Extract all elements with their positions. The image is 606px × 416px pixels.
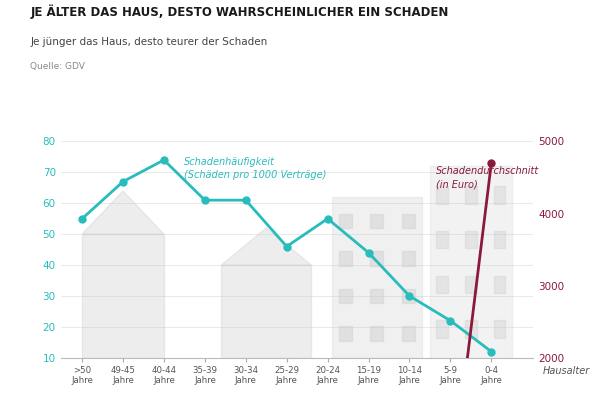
Bar [494,231,505,248]
Bar [370,289,383,303]
Bar [494,186,505,203]
Bar [436,276,448,293]
Text: JE ÄLTER DAS HAUS, DESTO WAHRSCHEINLICHER EIN SCHADEN: JE ÄLTER DAS HAUS, DESTO WAHRSCHEINLICHE… [30,4,448,19]
Bar [221,265,311,358]
Bar [494,320,505,338]
Bar [430,166,512,358]
Bar [465,276,476,293]
Bar [339,251,351,266]
Text: Quelle: GDV: Quelle: GDV [30,62,85,72]
Bar [465,186,476,203]
Bar [436,231,448,248]
Bar [339,214,351,228]
Bar [339,289,351,303]
Polygon shape [221,228,311,265]
Bar [331,197,422,358]
Bar [436,186,448,203]
Bar [465,231,476,248]
Bar [370,251,383,266]
Polygon shape [82,191,164,234]
Bar [339,327,351,341]
Bar [402,289,415,303]
Text: Schadendurchschnitt
(in Euro): Schadendurchschnitt (in Euro) [436,166,539,190]
Bar [494,276,505,293]
Bar [402,251,415,266]
Text: Je jünger das Haus, desto teurer der Schaden: Je jünger das Haus, desto teurer der Sch… [30,37,268,47]
Bar [82,234,164,358]
Bar [370,327,383,341]
Text: Schadenhäufigkeit
(Schäden pro 1000 Verträge): Schadenhäufigkeit (Schäden pro 1000 Vert… [184,157,327,180]
Bar [370,214,383,228]
Bar [436,320,448,338]
Bar [402,214,415,228]
Text: Hausalter: Hausalter [542,366,590,376]
Bar [465,320,476,338]
Bar [402,327,415,341]
